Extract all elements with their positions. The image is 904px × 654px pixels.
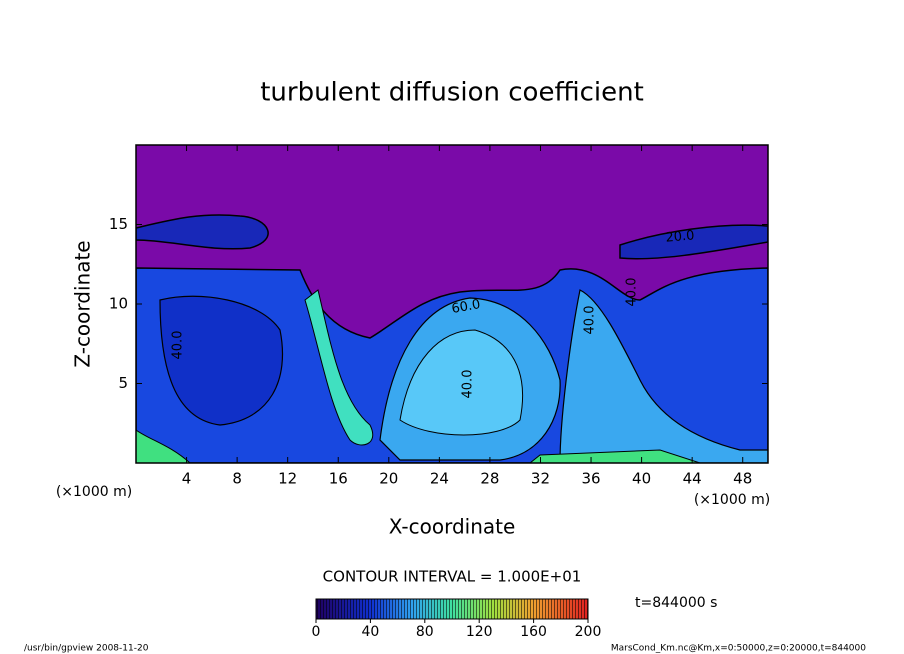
y-axis-label: Z-coordinate (71, 240, 95, 367)
x-tick-label: 4 (182, 470, 192, 488)
time-label: t=844000 s (635, 595, 717, 611)
contour-interval: CONTOUR INTERVAL = 1.000E+01 (323, 568, 582, 586)
x-unit: (×1000 m) (694, 492, 770, 508)
x-tick-label: 20 (379, 470, 398, 488)
x-tick-label: 16 (329, 470, 348, 488)
colorbar-frame (315, 598, 589, 620)
colorbar-tick-label: 40 (361, 624, 379, 640)
chart-title: turbulent diffusion coefficient (260, 78, 644, 108)
x-tick-label: 36 (581, 470, 600, 488)
x-tick-label: 44 (683, 470, 702, 488)
y-tick-label: 15 (109, 215, 128, 233)
footer-left: /usr/bin/gpview 2008-11-20 (24, 644, 149, 654)
colorbar-tick-label: 200 (575, 624, 602, 640)
x-tick-label: 32 (531, 470, 550, 488)
contour-label: 60.0 (450, 297, 481, 317)
y-unit: (×1000 m) (56, 484, 132, 500)
contour-label: 40.0 (583, 306, 598, 335)
x-tick-label: 12 (278, 470, 297, 488)
contour-label: 40.0 (171, 331, 186, 360)
contour-label: 40.0 (461, 370, 476, 399)
colorbar-tick-label: 160 (520, 624, 547, 640)
field (136, 145, 768, 463)
x-tick-label: 8 (232, 470, 242, 488)
x-axis-label: X-coordinate (389, 515, 516, 539)
x-tick-label: 24 (430, 470, 449, 488)
x-tick-label: 48 (733, 470, 752, 488)
colorbar-tick-label: 120 (466, 624, 493, 640)
colorbar-tick-label: 80 (416, 624, 434, 640)
x-tick-label: 40 (632, 470, 651, 488)
footer-right: MarsCond_Km.nc@Km,x=0:50000,z=0:20000,t=… (611, 644, 866, 654)
colorbar-tick-label: 0 (312, 624, 321, 640)
x-tick-label: 28 (480, 470, 499, 488)
y-tick-label: 5 (118, 374, 128, 392)
contour-label: 40.0 (625, 278, 640, 307)
contour-label: 20.0 (665, 228, 695, 245)
y-tick-label: 10 (109, 295, 128, 313)
